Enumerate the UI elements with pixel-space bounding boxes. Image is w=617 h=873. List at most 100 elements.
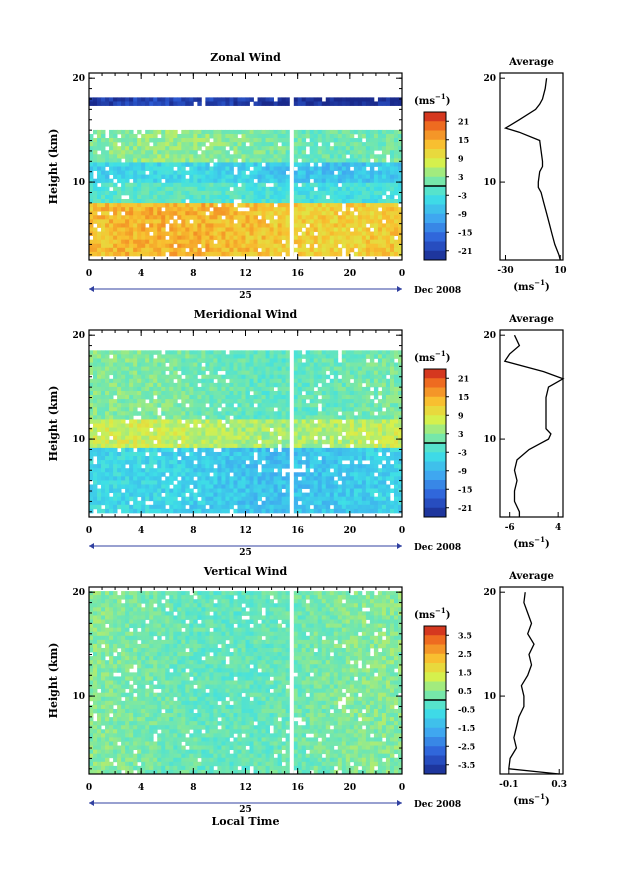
heatmap-cell [177, 443, 182, 449]
heatmap-cell [129, 203, 134, 208]
heatmap-cell [313, 182, 319, 188]
heatmap-cell [373, 219, 379, 224]
heatmap-cell [249, 207, 254, 212]
heatmap-cell [209, 354, 214, 359]
heatmap-cell [117, 476, 122, 481]
heatmap-cell [133, 97, 138, 102]
heatmap-cell [149, 460, 154, 465]
heatmap-cell [369, 439, 375, 445]
heatmap-cell [269, 350, 274, 355]
heatmap-cell [381, 374, 387, 380]
heatmap-cell [361, 239, 367, 245]
heatmap-cell [325, 138, 331, 143]
heatmap-cell [253, 407, 258, 412]
heatmap-cell [221, 211, 226, 216]
heatmap-cell [165, 239, 170, 245]
heatmap-cell [317, 464, 323, 469]
heatmap-cell [181, 235, 186, 241]
heatmap-cell [389, 358, 395, 363]
date-month-label: Dec 2008 [414, 286, 461, 296]
heatmap-cell [249, 354, 254, 359]
heatmap-cell [361, 231, 367, 237]
heatmap-cell [257, 146, 262, 151]
heatmap-cell [261, 358, 266, 363]
heatmap-cell [217, 464, 222, 469]
heatmap-cell [201, 174, 206, 180]
heatmap-cell [101, 378, 106, 384]
heatmap-cell [277, 378, 283, 384]
heatmap-cell [141, 101, 146, 106]
heatmap-cell [317, 235, 323, 241]
heatmap-cell [97, 366, 102, 372]
heatmap-cell [293, 390, 299, 396]
heatmap-cell [261, 223, 266, 228]
heatmap-cell [153, 203, 158, 208]
heatmap-cell [257, 150, 262, 155]
heatmap-cell [201, 456, 206, 461]
heatmap-cell [341, 223, 347, 228]
heatmap-cell [173, 399, 178, 404]
heatmap-cell [277, 362, 283, 367]
heatmap-cell [357, 427, 363, 433]
heatmap-cell [309, 386, 315, 392]
heatmap-cell [305, 451, 311, 457]
heatmap-cell [353, 447, 359, 453]
heatmap-cell [185, 211, 190, 216]
heatmap-cell [113, 207, 118, 212]
heatmap-cell [101, 374, 106, 380]
heatmap-cell [293, 223, 299, 228]
heatmap-cell [285, 476, 291, 481]
heatmap-cell [313, 350, 319, 355]
heatmap-cell [141, 194, 146, 200]
heatmap-cell [349, 427, 355, 433]
heatmap-cell [193, 456, 198, 461]
heatmap-cell [101, 435, 106, 441]
heatmap-cell [305, 207, 311, 212]
heatmap-cell [93, 178, 98, 184]
heatmap-cell [325, 170, 331, 176]
heatmap-cell [121, 101, 126, 106]
heatmap-cell [93, 203, 98, 208]
heatmap-cell [385, 354, 391, 359]
heatmap-cell [221, 427, 226, 433]
heatmap-cell [125, 439, 130, 445]
heatmap-cell [325, 366, 331, 372]
heatmap-cell [345, 251, 351, 257]
heatmap-cell [213, 407, 218, 412]
heatmap-cell [209, 447, 214, 453]
heatmap-cell [113, 166, 118, 171]
heatmap-cell [353, 150, 359, 155]
heatmap-cell [153, 468, 158, 473]
heatmap-cell [181, 182, 186, 188]
heatmap-cell [325, 142, 331, 147]
heatmap-cell [233, 354, 238, 359]
heatmap-cell [273, 350, 278, 355]
heatmap-cell [97, 158, 102, 163]
heatmap-cell [369, 366, 375, 372]
heatmap-cell [113, 362, 118, 367]
heatmap-cell [265, 407, 270, 412]
heatmap-cell [133, 235, 138, 241]
heatmap-cell [173, 97, 178, 102]
heatmap-cell [245, 431, 250, 437]
heatmap-cell [237, 431, 242, 437]
heatmap-cell [233, 235, 238, 241]
heatmap-cell [385, 211, 391, 216]
heatmap-cell [349, 447, 355, 453]
heatmap-cell [261, 378, 266, 384]
heatmap-cell [173, 472, 178, 477]
heatmap-cell [169, 199, 174, 204]
heatmap-cell [237, 251, 242, 257]
heatmap-cell [165, 411, 170, 416]
heatmap-cell [309, 247, 315, 253]
heatmap-cell [389, 439, 395, 445]
heatmap-cell [165, 215, 170, 220]
heatmap-cell [93, 395, 98, 400]
heatmap-cell [353, 186, 359, 192]
heatmap-cell [333, 447, 339, 453]
heatmap-cell [381, 162, 387, 167]
heatmap-cell [149, 97, 154, 102]
heatmap-cell [89, 476, 94, 481]
heatmap-cell [217, 390, 222, 396]
heatmap-cell [313, 460, 319, 465]
